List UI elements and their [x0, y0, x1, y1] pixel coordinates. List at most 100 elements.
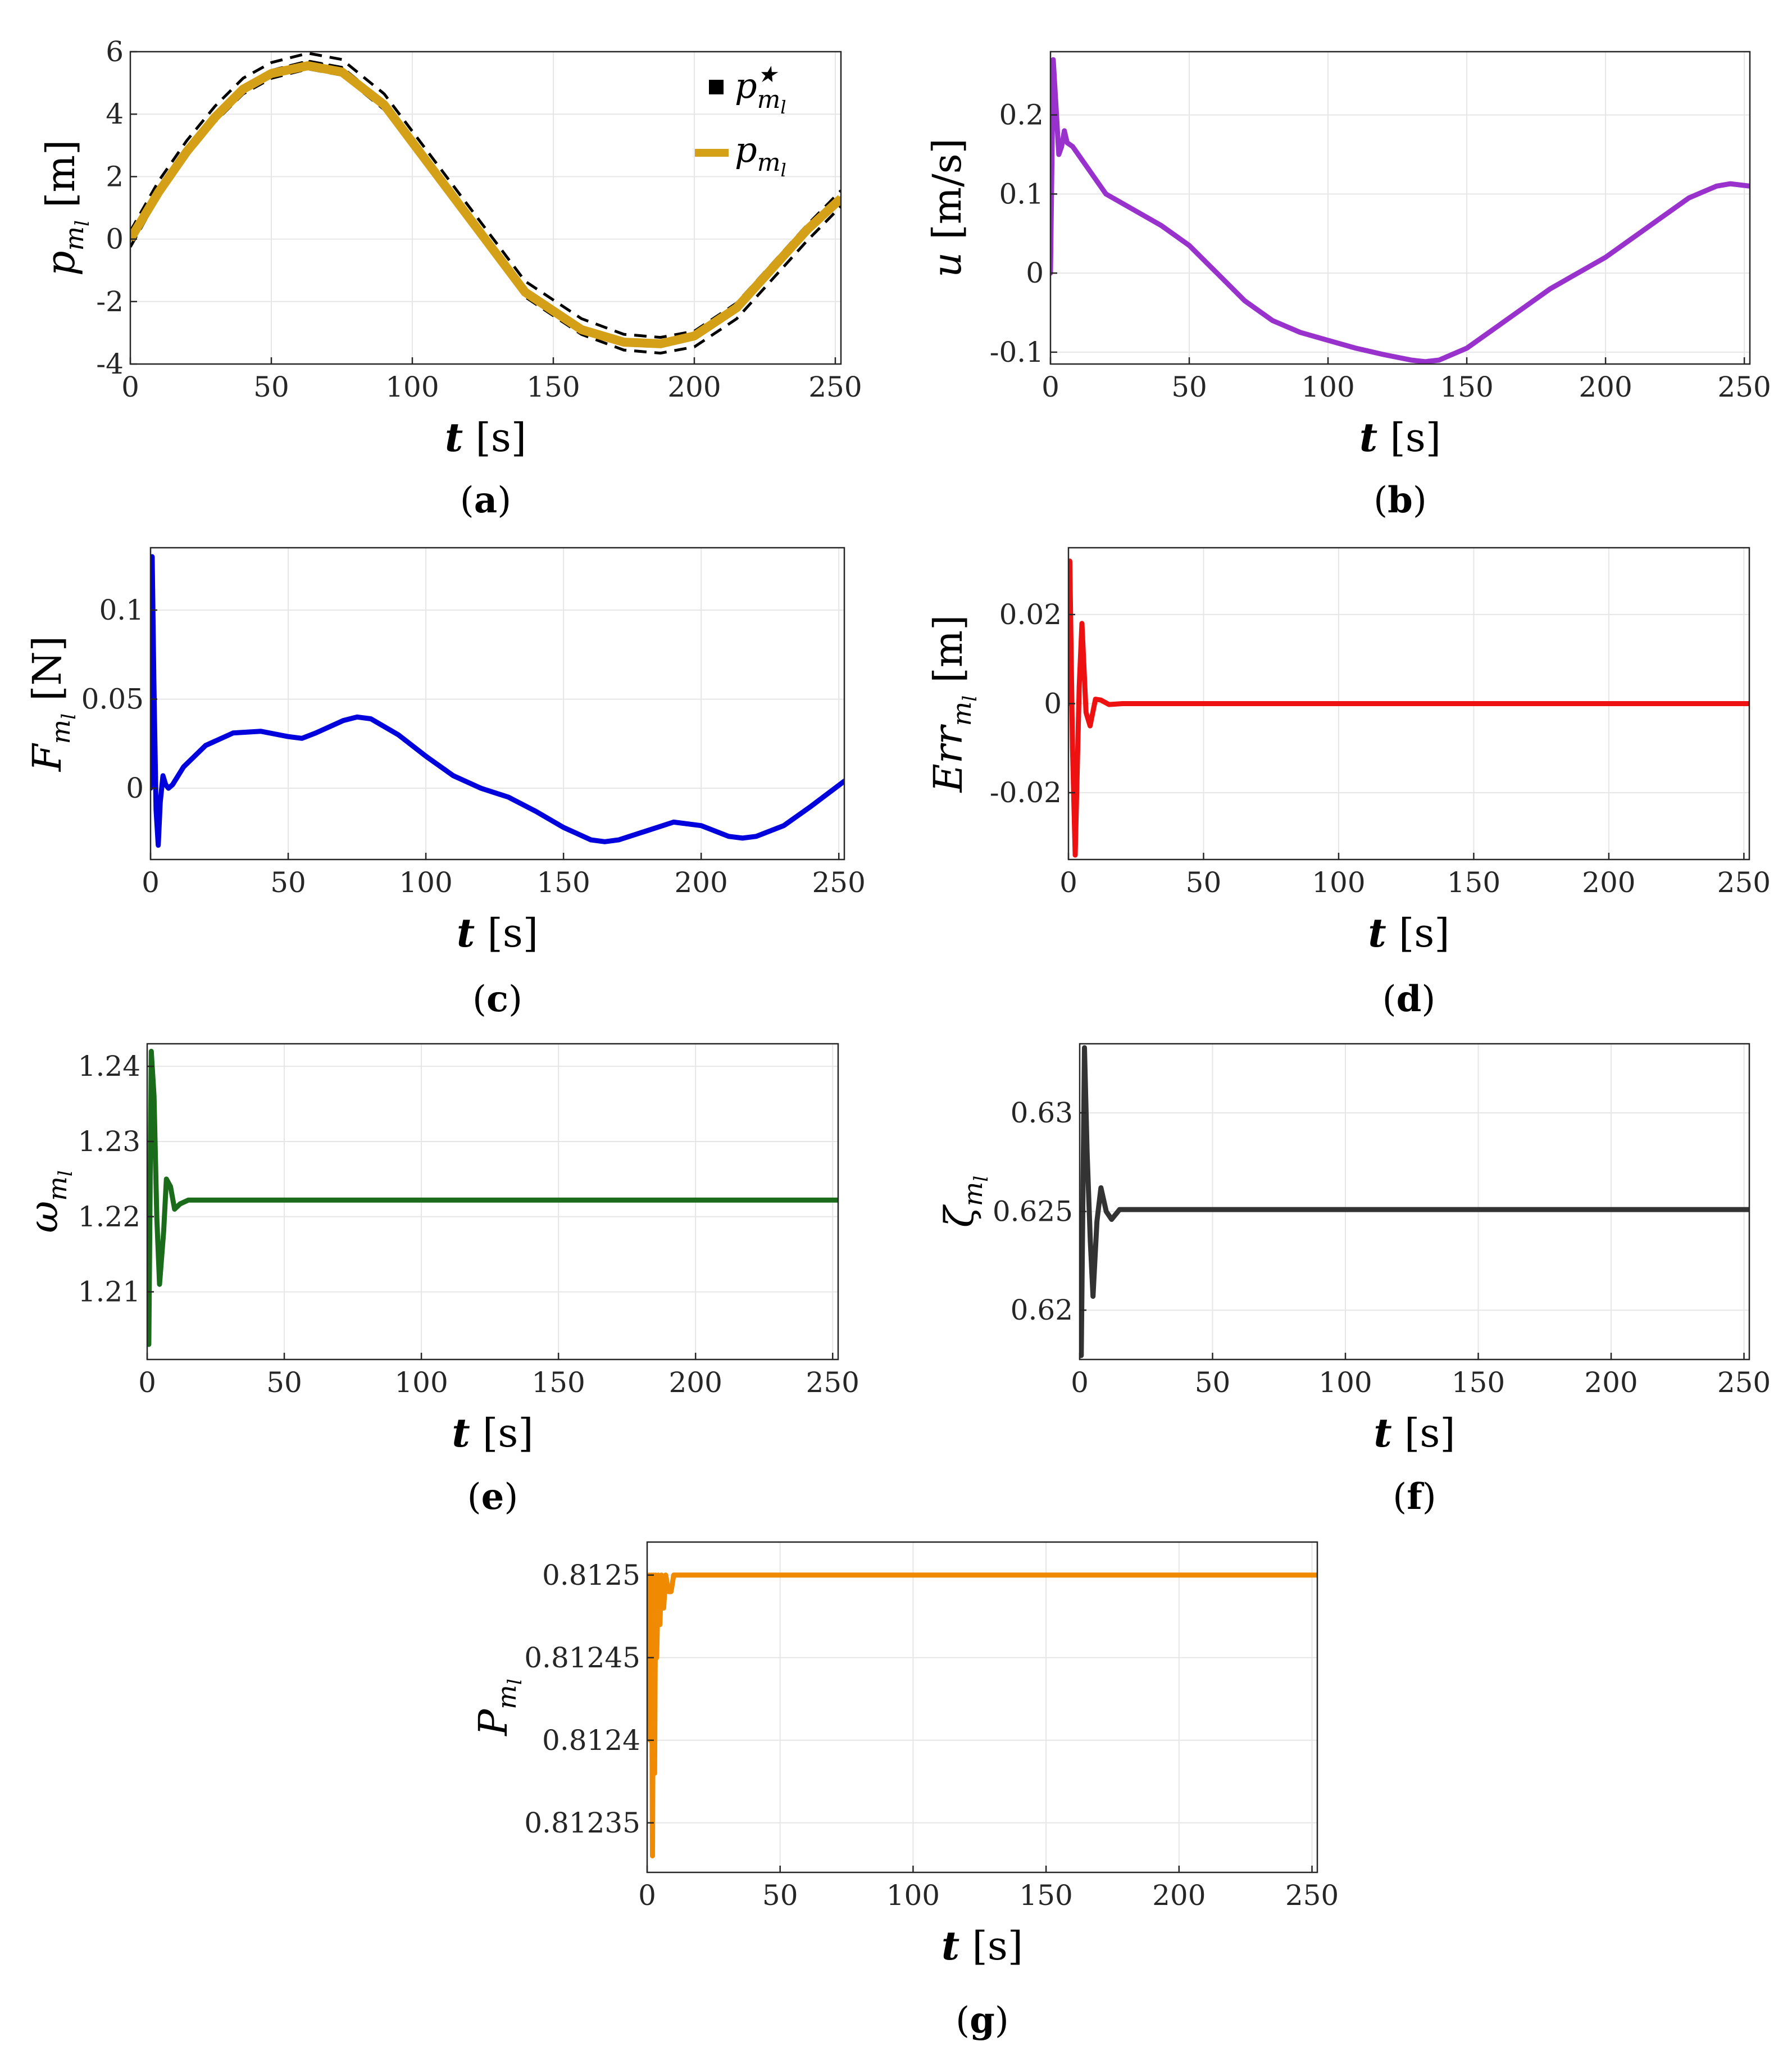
series-line-b-0	[1050, 57, 1750, 365]
x-tick-label: 200	[1584, 1366, 1638, 1399]
x-tick-label: 150	[536, 866, 590, 899]
y-tick-label: 1.21	[78, 1276, 140, 1308]
x-tick-label: 250	[1717, 1366, 1771, 1399]
y-tick-label: 0.05	[81, 683, 144, 716]
axes-box	[1049, 51, 1751, 365]
chart-b: 0 50 100 150 200 250-0.100.10.2t [s]u [m/s](b…	[924, 51, 1771, 521]
x-tick-label: 150	[1447, 866, 1500, 899]
legend: p★ ml pml	[695, 62, 786, 181]
y-tick-label: 0.81235	[524, 1807, 640, 1839]
y-tick-label: 0.8125	[542, 1559, 640, 1591]
x-tick-label: 0	[1059, 866, 1077, 899]
x-tick-label: 150	[1440, 371, 1493, 403]
y-tick-label: 1.23	[78, 1125, 140, 1158]
panel-caption: (e)	[467, 1476, 519, 1518]
x-tick-label: 250	[1717, 866, 1771, 899]
x-tick-label: 50	[270, 866, 306, 899]
y-tick-label: 0	[1026, 257, 1044, 289]
x-tick-label: 150	[531, 1366, 585, 1399]
y-tick-label: 1.22	[78, 1201, 140, 1233]
legend-label-ref: p★ ml	[735, 62, 786, 118]
y-axis-label: ζml	[936, 1176, 993, 1227]
x-tick-label: 50	[253, 371, 289, 403]
y-tick-label: 0.02	[999, 598, 1062, 631]
x-tick-label: 100	[1312, 866, 1365, 899]
legend-label-actual: pml	[735, 129, 786, 181]
x-tick-label: 50	[1186, 866, 1222, 899]
y-tick-label: -2	[96, 285, 124, 318]
x-axis-label: t [s]	[457, 910, 538, 956]
y-tick-label: -0.02	[990, 776, 1062, 809]
x-tick-label: 200	[674, 866, 727, 899]
y-tick-label: 0	[106, 223, 124, 256]
x-axis-label: t [s]	[1359, 414, 1441, 461]
x-axis-label: t [s]	[942, 1922, 1023, 1969]
x-axis-label: t [s]	[1373, 1409, 1455, 1456]
x-tick-label: 50	[266, 1366, 302, 1399]
chart-a: 0 50 100 150 200 250 -4 -2 0 2 4 6 t [s] pml [m] (a) p★…	[38, 35, 862, 521]
y-tick-label: 0.625	[993, 1195, 1073, 1228]
legend-marker-ref	[709, 80, 724, 94]
y-axis-label: Pml	[470, 1679, 526, 1737]
y-axis-label: u [m/s]	[924, 138, 970, 278]
panel-caption: (b)	[1373, 479, 1427, 521]
series-line-a-actual	[130, 61, 841, 348]
x-axis-label: t [s]	[445, 414, 526, 461]
series-line-d-0	[1068, 558, 1749, 858]
x-axis-label: t [s]	[1368, 910, 1449, 956]
x-tick-label: 100	[1301, 371, 1354, 403]
y-tick-label: 1.24	[78, 1050, 140, 1083]
series-line-g-0	[647, 1572, 1317, 1859]
x-tick-label: 150	[1452, 1366, 1505, 1399]
y-tick-label: 0.62	[1011, 1294, 1073, 1326]
series-line-c-0	[151, 554, 844, 848]
x-tick-label: 0	[142, 866, 160, 899]
axes-box	[646, 1541, 1318, 1874]
panel-caption: (g)	[956, 1999, 1009, 2041]
panel-caption: (c)	[472, 978, 522, 1020]
y-tick-label: 0	[126, 772, 144, 804]
x-tick-label: 100	[886, 1879, 940, 1912]
x-tick-label: 0	[638, 1879, 656, 1912]
series-line-a-ref-band-0	[130, 52, 841, 339]
y-tick-label: 4	[106, 98, 124, 130]
chart-e: 0 50 100 150 200 250 1.21 1.22 1.23 1.24 t [s] ωml (…	[21, 1043, 859, 1518]
y-tick-label: 0.1	[99, 594, 144, 626]
y-axis-label: Fml [N]	[24, 636, 80, 772]
panel-caption: (d)	[1382, 978, 1436, 1020]
x-tick-label: 50	[1171, 371, 1207, 403]
chart-f: 0 50 100 150 200 250 0.62 0.625 0.63 t [s] ζml (f)	[936, 1043, 1771, 1518]
x-tick-label: 0	[138, 1366, 156, 1399]
chart-g: 0 50 100 150 200 250 0.81235 0.8124 0.81245 0.812…	[470, 1541, 1339, 2041]
y-tick-label: 0	[1044, 688, 1062, 720]
x-axis-label: t [s]	[452, 1409, 533, 1456]
panel-caption: (a)	[460, 479, 511, 521]
axes-box	[149, 547, 845, 861]
panel-caption: (f)	[1393, 1476, 1436, 1518]
x-tick-label: 0	[1071, 1366, 1089, 1399]
y-tick-label: 0.2	[999, 99, 1044, 131]
y-tick-label: 0.81245	[524, 1641, 640, 1674]
y-tick-label: 0.63	[1011, 1097, 1073, 1129]
chart-d: 0 50 100 150 200 250 -0.02 0 0.02 t [s] Errml [m] (…	[925, 547, 1771, 1020]
y-tick-label: -0.1	[990, 336, 1044, 369]
x-tick-label: 100	[1318, 1366, 1372, 1399]
x-tick-label: 250	[808, 371, 862, 403]
y-tick-label: 2	[106, 160, 124, 193]
y-tick-label: -4	[96, 348, 124, 380]
x-tick-label: 200	[1582, 866, 1635, 899]
x-tick-label: 200	[668, 1366, 722, 1399]
x-tick-label: 0	[121, 371, 139, 403]
chart-c: 0 50 100 150 200 250 0 0.05 0.1 t [s] Fml [N] (c)	[24, 547, 866, 1020]
x-tick-label: 200	[1579, 371, 1632, 403]
axes-box	[129, 51, 842, 365]
y-axis-label: ωml	[21, 1170, 77, 1233]
y-tick-label: 0.8124	[542, 1724, 640, 1757]
x-tick-label: 50	[762, 1879, 798, 1912]
x-tick-label: 100	[399, 866, 452, 899]
x-tick-label: 200	[1152, 1879, 1206, 1912]
x-tick-label: 200	[667, 371, 721, 403]
x-tick-label: 250	[806, 1366, 859, 1399]
x-tick-label: 100	[394, 1366, 448, 1399]
x-tick-label: 100	[385, 371, 439, 403]
